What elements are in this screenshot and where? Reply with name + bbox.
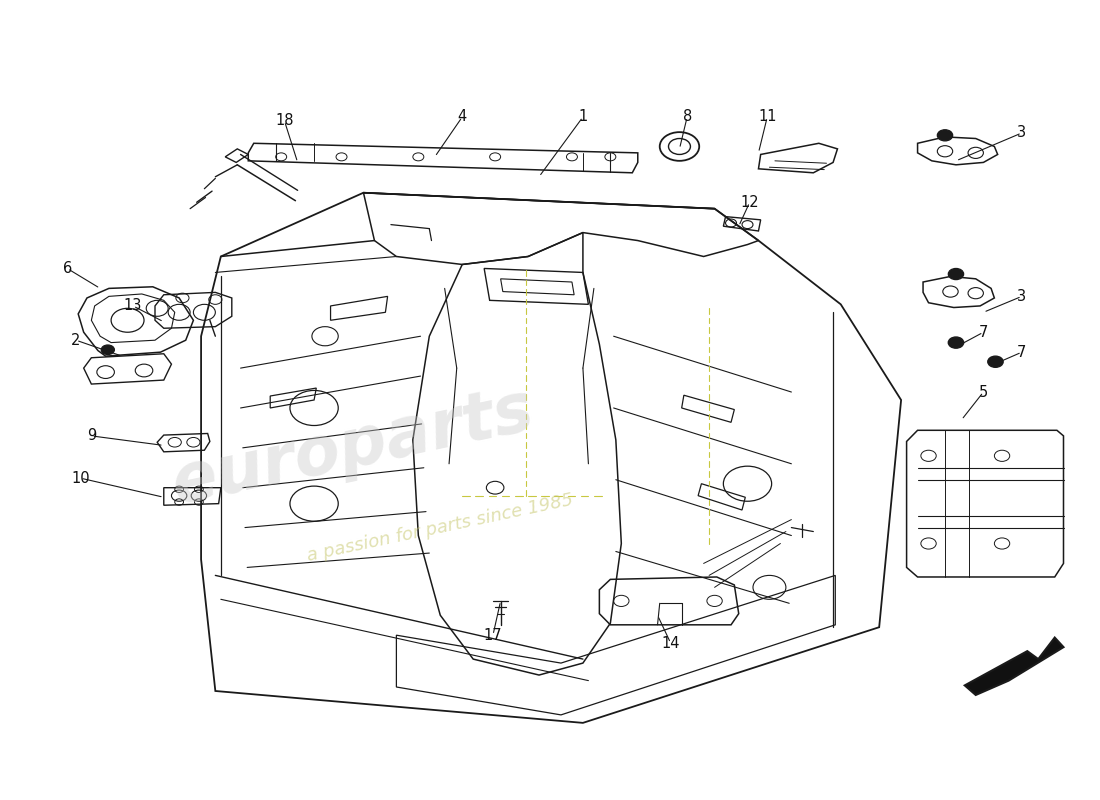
Text: 1: 1 (579, 110, 587, 125)
Text: 2: 2 (72, 333, 80, 348)
Text: 13: 13 (124, 298, 142, 314)
Text: 9: 9 (87, 428, 96, 443)
Text: 11: 11 (758, 110, 777, 125)
Circle shape (937, 130, 953, 141)
Circle shape (988, 356, 1003, 367)
Text: 12: 12 (740, 194, 759, 210)
Text: 4: 4 (458, 110, 466, 125)
Text: a passion for parts since 1985: a passion for parts since 1985 (306, 490, 575, 565)
Text: 7: 7 (1018, 345, 1026, 360)
Text: 18: 18 (275, 114, 294, 129)
Polygon shape (226, 149, 249, 162)
Polygon shape (965, 638, 1064, 695)
Text: 5: 5 (979, 385, 988, 399)
Text: europarts: europarts (165, 378, 539, 518)
Text: 14: 14 (661, 636, 680, 650)
Text: 3: 3 (1018, 126, 1026, 141)
Text: 3: 3 (1018, 289, 1026, 304)
Text: 8: 8 (682, 110, 692, 125)
Text: 10: 10 (72, 470, 90, 486)
Text: 17: 17 (484, 628, 503, 642)
Circle shape (948, 337, 964, 348)
Circle shape (101, 345, 114, 354)
Circle shape (948, 269, 964, 280)
Text: 7: 7 (979, 325, 988, 340)
Text: 6: 6 (63, 261, 72, 276)
